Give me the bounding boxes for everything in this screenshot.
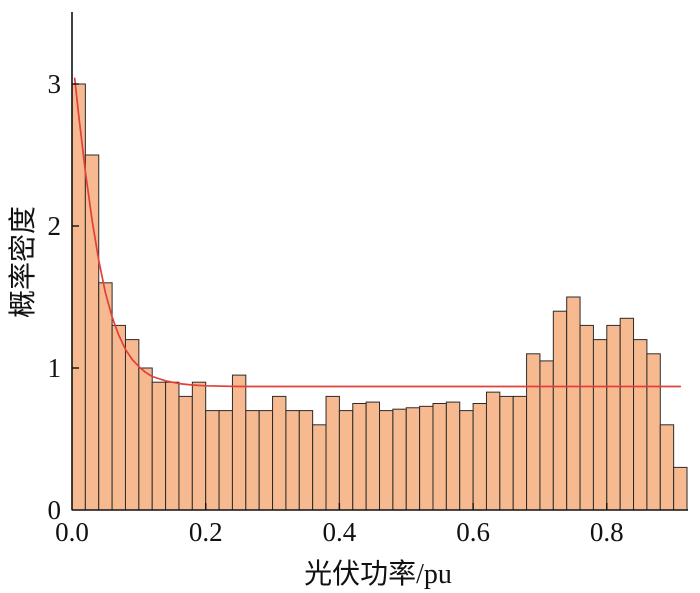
histogram-bar [405,407,421,511]
histogram-bar [205,410,220,511]
fit-curve-layer [73,77,682,388]
x-tick-label: 0.4 [323,517,357,547]
x-tick-label: 0.0 [55,517,89,547]
x-tick-label: 0.6 [456,517,490,547]
histogram-bars [71,83,688,511]
histogram-bar [472,403,487,511]
histogram-bar [325,395,340,511]
x-tick-label: 0.2 [189,517,223,547]
histogram-bar [445,401,461,511]
histogram-bar [432,403,447,511]
histogram-bar [298,410,314,511]
histogram-bar [98,282,113,511]
histogram-bar [579,324,594,511]
histogram-bar [512,395,528,511]
histogram-bar [539,360,554,511]
histogram-bar [151,381,167,511]
histogram-bar [178,395,193,511]
histogram-bar [485,391,501,511]
histogram-bar [218,410,233,511]
histogram-bar [392,408,407,511]
histogram-bar [231,374,247,511]
histogram-bar [526,353,541,511]
histogram-bar [165,381,180,511]
histogram-bar [552,310,568,511]
y-axis-label: 概率密度 [7,206,39,318]
y-tick-label: 0 [48,495,62,525]
histogram-bar [646,353,661,511]
y-tick-label: 1 [48,353,62,383]
x-tick-label: 0.8 [590,517,624,547]
histogram-bar [272,395,287,511]
histogram-bar [352,403,367,511]
histogram-bar [312,424,327,511]
histogram-bar [379,410,394,511]
histogram-bar [245,410,260,511]
histogram-bar [258,410,274,511]
histogram-bar [191,381,207,511]
y-tick-label: 2 [48,211,62,241]
histogram-bar [566,296,581,511]
histogram-bar [619,317,635,511]
x-axis-label: 光伏功率/pu [304,558,452,590]
histogram-bar [419,405,434,511]
histogram-bar [459,410,474,511]
histogram-bar [111,324,126,511]
histogram-bar [84,154,100,511]
histogram-bar [285,410,300,511]
histogram-bar [365,401,381,511]
axis-ticks: 0.0 0.2 0.4 0.6 0.8 0 1 2 3 [48,69,624,547]
histogram-bar [633,339,648,511]
fit-curve [73,77,682,388]
histogram-bar [499,395,514,511]
histogram-bar [673,466,688,511]
histogram-bar [592,339,608,511]
histogram-bar [338,410,354,511]
histogram-bar [606,324,621,511]
y-tick-label: 3 [48,69,62,99]
histogram-bar [659,424,675,511]
histogram-bar [138,367,153,511]
